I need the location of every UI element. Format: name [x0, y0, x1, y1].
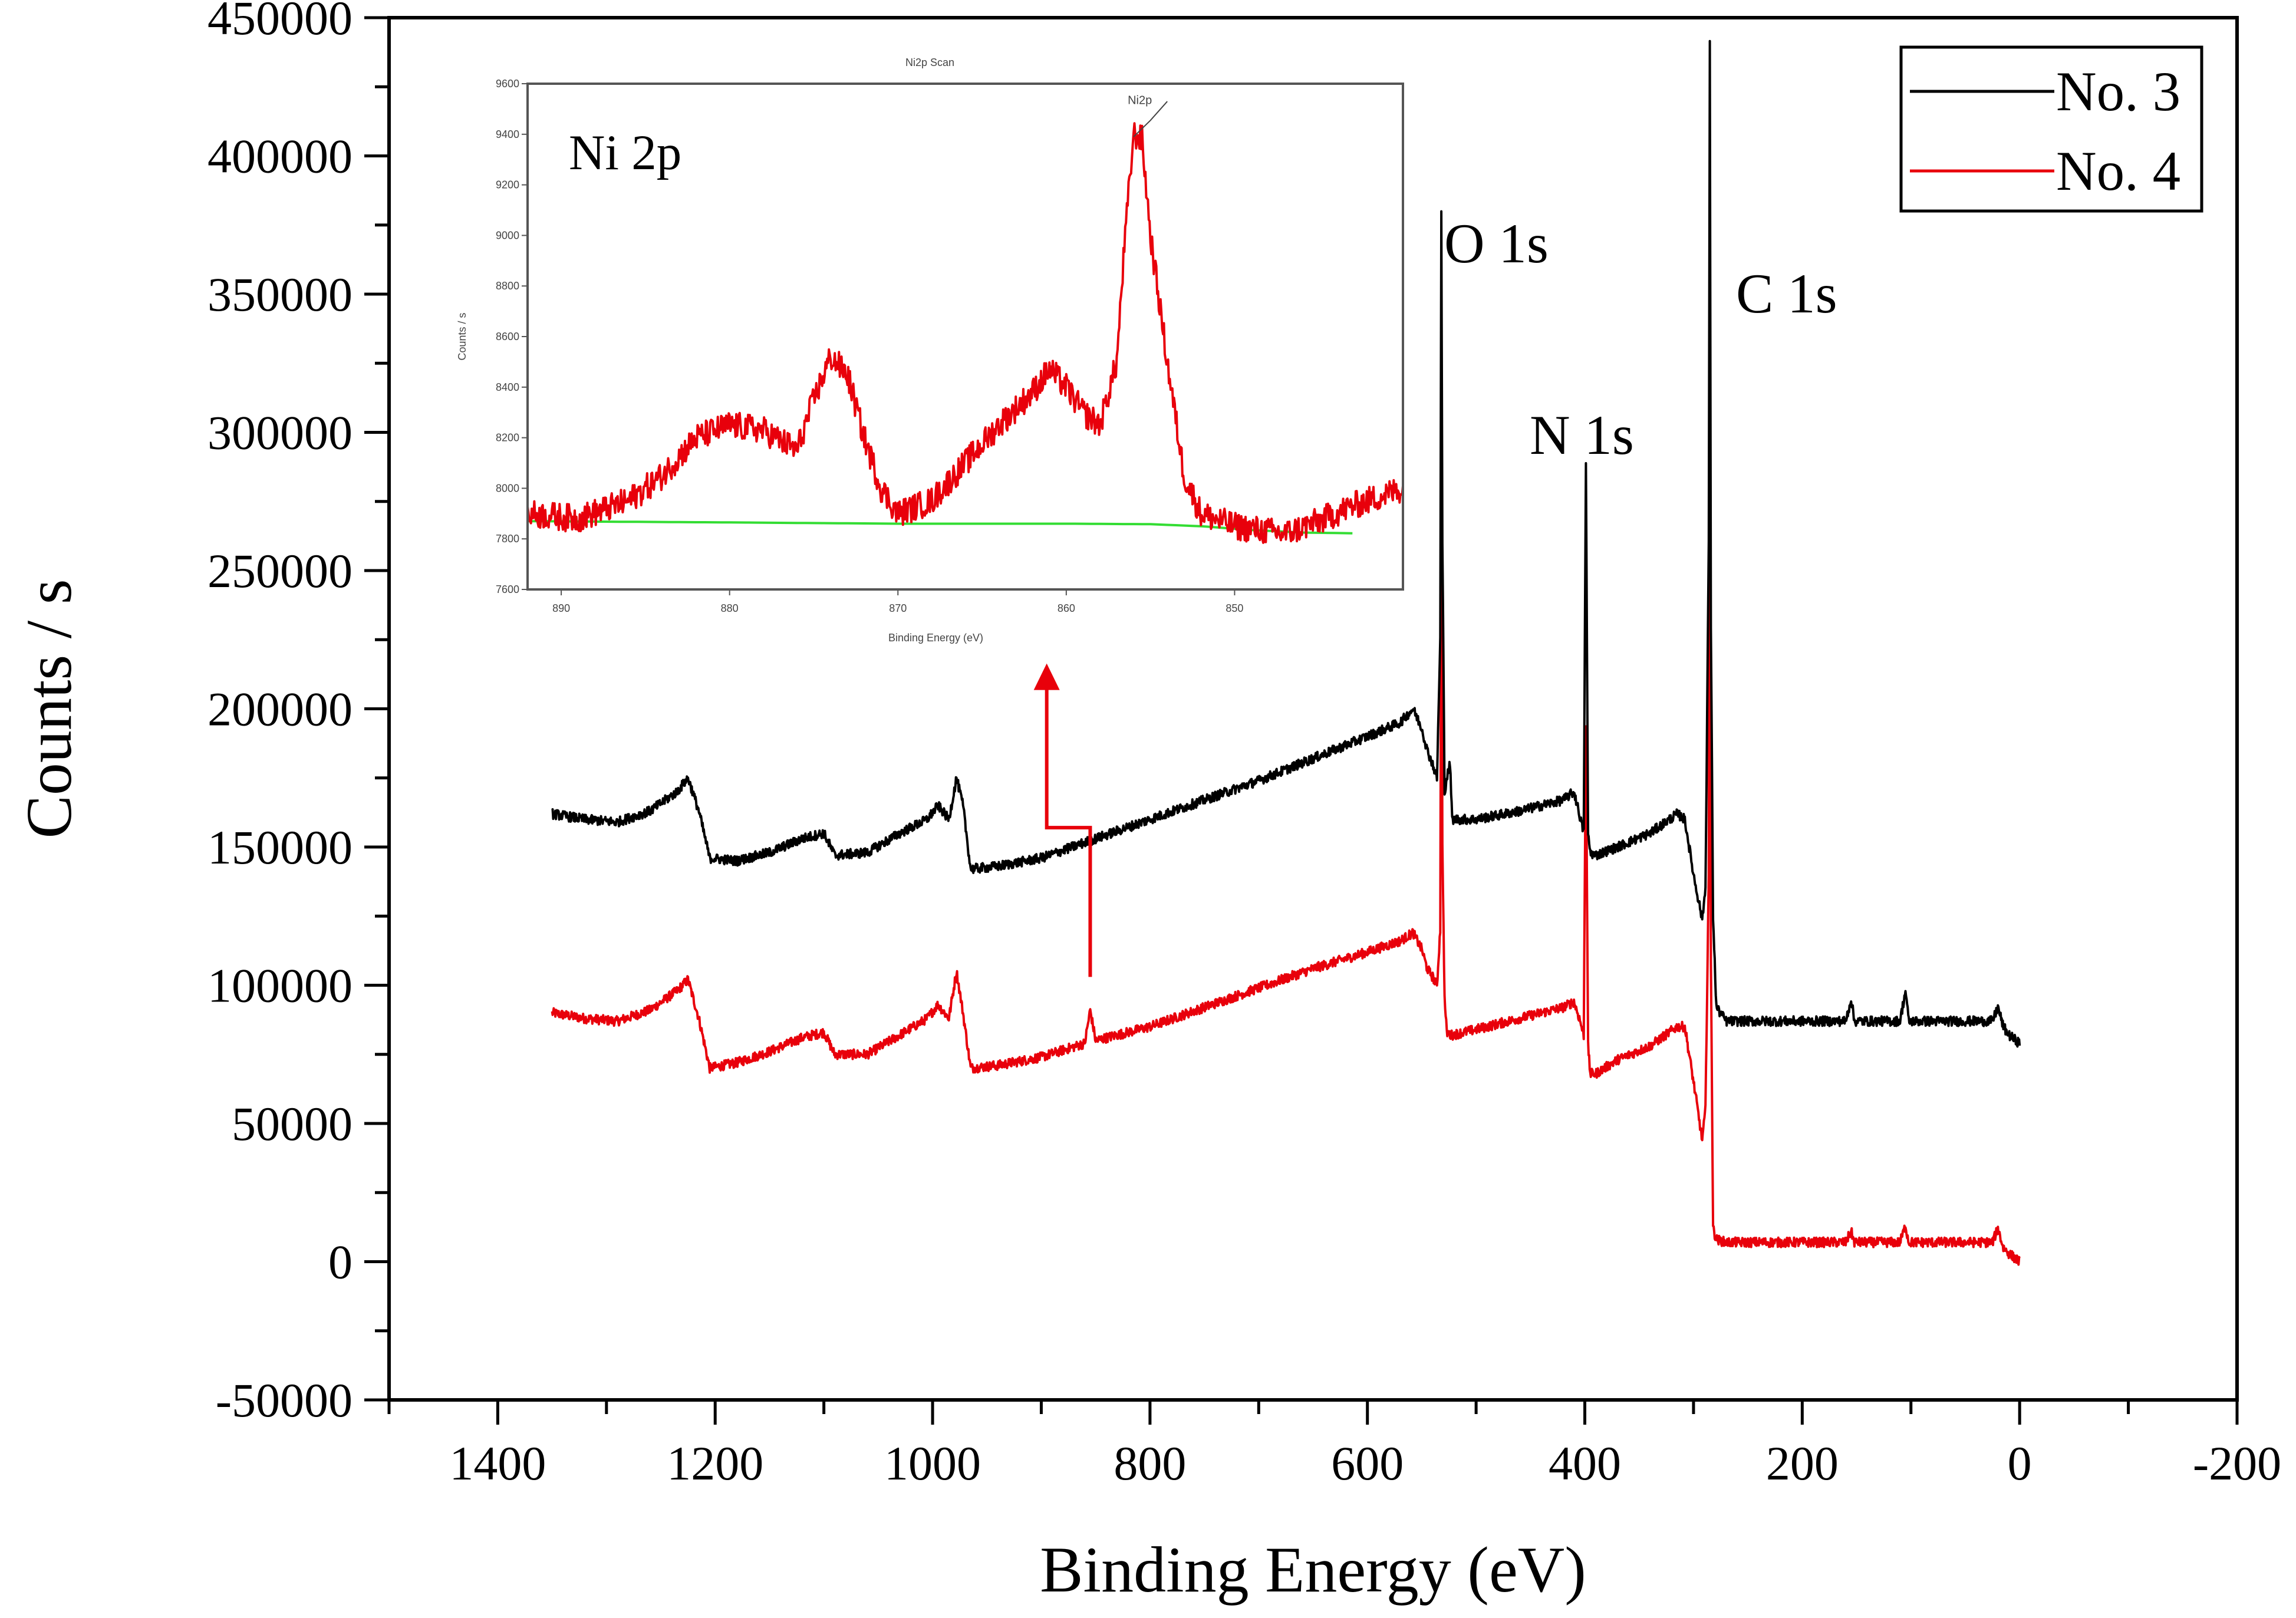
x-tick-label: 1000: [884, 1436, 981, 1490]
y-tick-label: 0: [328, 1235, 353, 1289]
y-axis-label: Counts / s: [13, 579, 85, 838]
x-tick-label: 400: [1549, 1436, 1621, 1490]
inset-series-layer: [526, 122, 1404, 544]
y-tick-label: 50000: [232, 1097, 353, 1151]
inset-background-line: [527, 520, 1353, 535]
main-plot: 1400 1200 1000 800 600 400 200 0 -200 -50000 0 5000…: [13, 0, 2281, 1606]
y-tick-label: 100000: [207, 959, 353, 1013]
y-tick-label: 400000: [207, 130, 353, 183]
y-tick-label: 300000: [207, 406, 353, 460]
y-tick-label: 350000: [207, 268, 353, 321]
x-tick-label: 200: [1766, 1436, 1839, 1490]
inset-y-tick-label: 9000: [496, 229, 519, 241]
peak-label-o1s: O 1s: [1444, 212, 1549, 275]
inset-tick-labels: 890 880 870 860 850 7600 7800 8000 8200 8400 8600 8…: [496, 78, 1243, 614]
inset-label: Ni 2p: [569, 125, 681, 180]
inset-plot: 890 880 870 860 850 7600 7800 8000 8200 8400 8600 8…: [451, 51, 1415, 644]
inset-y-tick-label: 9400: [496, 128, 519, 140]
legend-box: [1899, 45, 2203, 213]
inset-ticks: [522, 83, 1236, 595]
inset-y-tick-label: 8600: [496, 331, 519, 342]
y-tick-label: 200000: [207, 683, 353, 736]
inset-annotation-layer: [1133, 101, 1168, 137]
y-tick-label: 150000: [207, 820, 353, 874]
inset-y-tick-label: 8800: [496, 280, 519, 292]
inset-y-tick-label: 7800: [496, 533, 519, 545]
x-tick-label: 600: [1331, 1436, 1404, 1490]
inset-x-tick-label: 870: [889, 602, 907, 614]
legend-label-no3: No. 3: [2056, 60, 2180, 123]
x-tick-label: 0: [2008, 1436, 2032, 1490]
inset-y-tick-label: 8200: [496, 432, 519, 444]
inset-y-tick-label: 9600: [496, 78, 519, 90]
inset-y-tick-label: 9200: [496, 179, 519, 191]
x-tick-label: -200: [2193, 1436, 2281, 1490]
y-tick-label: 450000: [207, 0, 353, 45]
main-ticks: [364, 16, 2239, 1425]
inset-peak-leader: [1133, 101, 1168, 137]
inset-y-tick-label: 8000: [496, 482, 519, 494]
legend-label-no4: No. 4: [2056, 140, 2180, 202]
legend: No. 3 No. 4: [1899, 45, 2203, 213]
arrow-line: [1045, 681, 1092, 977]
inset-peak-label: Ni2p: [1128, 94, 1152, 107]
x-tick-label: 800: [1114, 1436, 1186, 1490]
inset-x-axis-label: Binding Energy (eV): [888, 632, 983, 644]
peak-label-c1s: C 1s: [1736, 262, 1837, 325]
main-series-layer: [551, 39, 2021, 1266]
inset-x-tick-label: 860: [1058, 602, 1075, 614]
inset-background: [451, 51, 1415, 642]
inset-y-tick-label: 8400: [496, 381, 519, 393]
arrow-head: [1033, 663, 1060, 690]
peak-label-n1s: N 1s: [1530, 404, 1634, 466]
series-line-no4: [551, 292, 2021, 1266]
inset-x-tick-label: 880: [721, 602, 739, 614]
y-tick-label: -50000: [216, 1373, 353, 1427]
series-line-no3: [551, 39, 2021, 1048]
y-tick-label: 250000: [207, 544, 353, 598]
x-tick-label: 1400: [449, 1436, 546, 1490]
main-tick-labels: 1400 1200 1000 800 600 400 200 0 -200 -50000 0 5000…: [207, 0, 2281, 1490]
x-axis-label: Binding Energy (eV): [1040, 1534, 1586, 1606]
inset-title: Ni2p Scan: [905, 57, 954, 68]
inset-x-tick-label: 850: [1226, 602, 1243, 614]
inset-y-tick-label: 7600: [496, 584, 519, 595]
inset-x-tick-label: 890: [552, 602, 570, 614]
inset-y-axis-label: Counts / s: [456, 312, 468, 360]
x-tick-label: 1200: [667, 1436, 763, 1490]
inset-ni2p-line: [526, 122, 1404, 544]
main-arrow-layer: [1033, 663, 1092, 977]
